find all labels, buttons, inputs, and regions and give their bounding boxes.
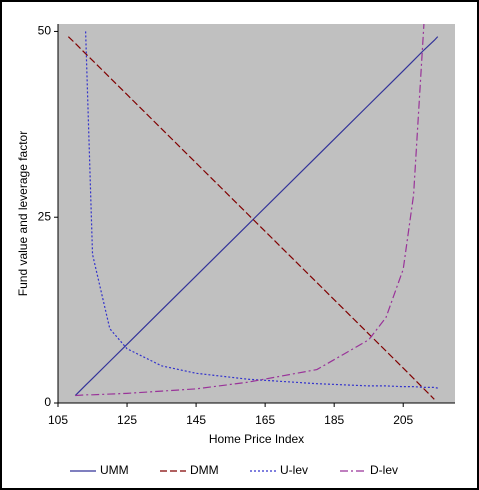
y-tick-label: 0 xyxy=(44,395,51,409)
legend-label: UMM xyxy=(100,463,129,477)
x-tick-label: 125 xyxy=(117,413,137,427)
legend-label: DMM xyxy=(190,463,219,477)
x-tick-label: 185 xyxy=(324,413,344,427)
y-tick-label: 25 xyxy=(38,209,52,223)
series-line xyxy=(74,36,439,396)
plot-area xyxy=(58,24,455,403)
series-line xyxy=(67,36,435,400)
legend-label: U-lev xyxy=(280,463,308,477)
x-tick-label: 205 xyxy=(393,413,413,427)
legend-label: D-lev xyxy=(370,463,398,477)
x-tick-label: 165 xyxy=(255,413,275,427)
series-line xyxy=(75,23,425,397)
y-axis-title: Fund value and leverage factor xyxy=(16,131,30,296)
x-tick-label: 145 xyxy=(186,413,206,427)
y-tick-label: 50 xyxy=(38,24,52,38)
series-line xyxy=(85,31,438,389)
x-axis-title: Home Price Index xyxy=(209,432,304,446)
x-tick-label: 105 xyxy=(48,413,68,427)
